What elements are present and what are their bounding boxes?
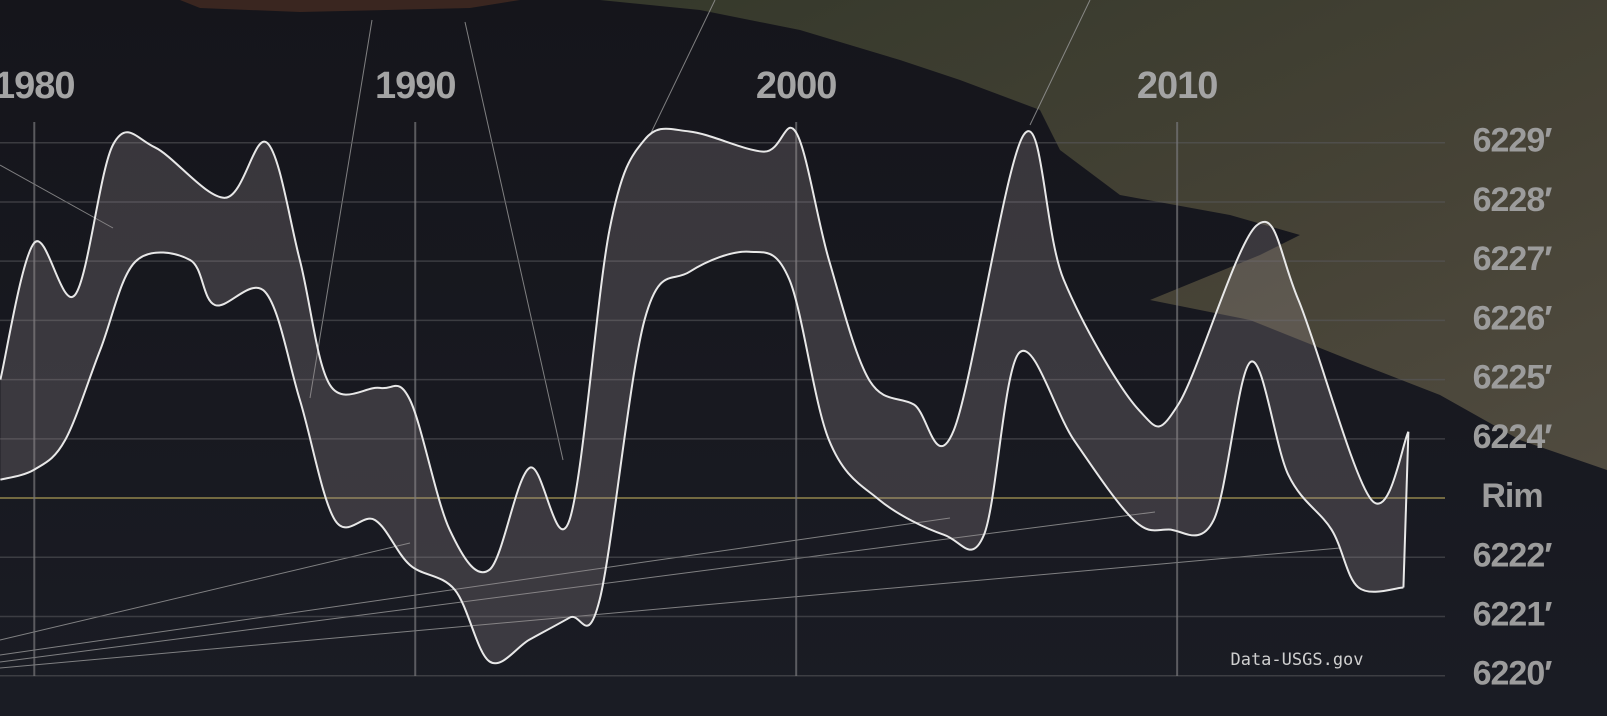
leader-line <box>309 19 373 399</box>
land-edge <box>180 0 520 12</box>
y-tick-label: Rim <box>1481 477 1542 515</box>
band-fill <box>0 127 1409 664</box>
leader-line <box>0 547 1341 669</box>
leader-lines <box>0 0 1341 669</box>
leader-line <box>649 0 716 136</box>
leader-line <box>464 21 564 461</box>
y-tick-label: 6228′ <box>1473 181 1553 219</box>
x-tick-label: 2000 <box>756 65 837 107</box>
leader-line <box>0 542 411 641</box>
y-tick-label: 6221′ <box>1473 595 1553 633</box>
y-tick-label: 6225′ <box>1473 359 1553 397</box>
band-edge-line <box>0 250 1404 665</box>
x-tick-label: 1990 <box>375 65 456 107</box>
y-tick-label: 6220′ <box>1473 655 1553 693</box>
source: Data-USGS.gov <box>1230 650 1363 670</box>
y-tick-label: 6227′ <box>1473 240 1553 278</box>
y-tick-label: 6226′ <box>1473 299 1553 337</box>
land <box>600 0 1607 470</box>
leader-line <box>1029 0 1091 126</box>
x-tick-label: 1980 <box>0 65 75 107</box>
x-tick-label: 2010 <box>1137 65 1218 107</box>
band-end <box>1402 431 1410 588</box>
y-tick-label: 6224′ <box>1473 418 1553 456</box>
y-tick-label: 6222′ <box>1473 536 1553 574</box>
band-edge-line <box>0 126 1410 574</box>
leader-line <box>0 517 951 656</box>
leader-line <box>0 511 1156 663</box>
y-tick-label: 6229′ <box>1473 122 1553 160</box>
